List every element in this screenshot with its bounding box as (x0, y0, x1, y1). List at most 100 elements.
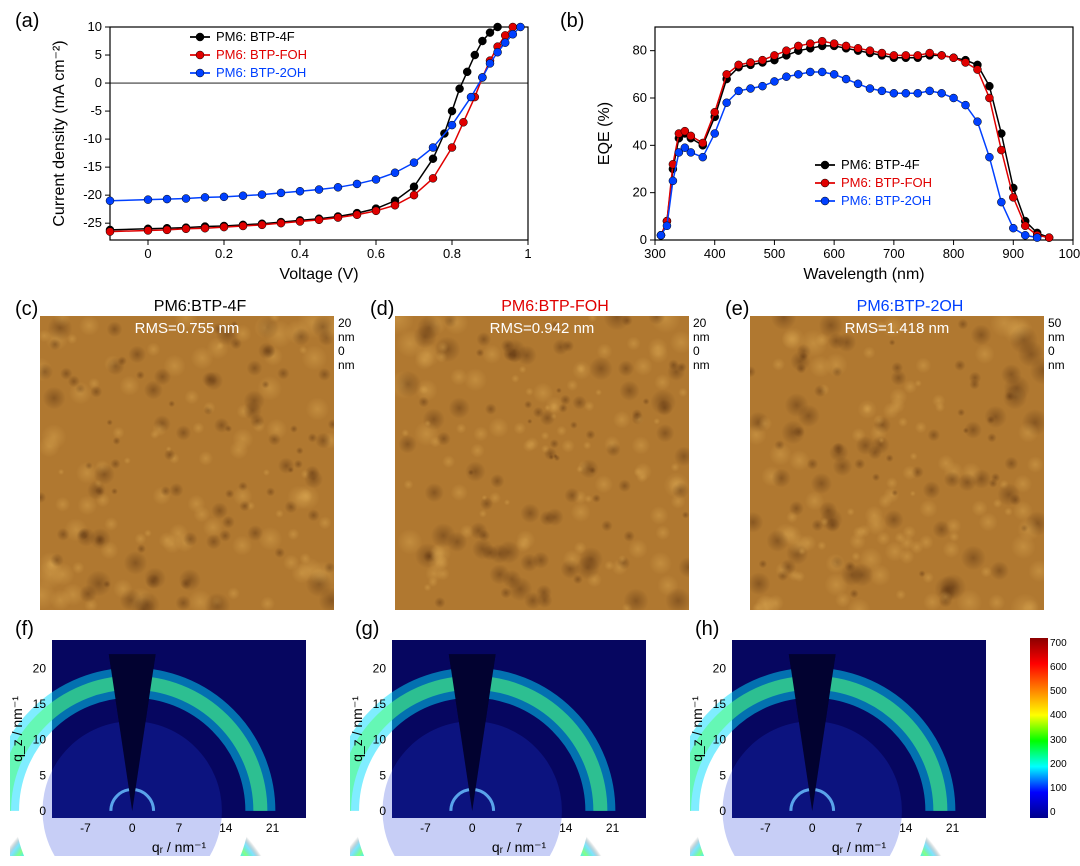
svg-text:20: 20 (373, 661, 387, 675)
afm-rms-1: RMS=0.942 nm (395, 320, 689, 337)
giwaxs-label-1: (g) (355, 618, 379, 641)
svg-text:0: 0 (809, 821, 816, 835)
svg-text:700: 700 (883, 246, 905, 261)
giwaxs-image-1: -707142105101520qᵣ / nm⁻¹q_z / nm⁻¹ (350, 636, 650, 856)
svg-text:7: 7 (176, 821, 183, 835)
svg-text:-7: -7 (420, 821, 431, 835)
svg-text:0: 0 (719, 804, 726, 818)
afm-panel-1: (d) PM6:BTP-FOH RMS=0.942 nm 20 nm 0 nm (365, 298, 715, 610)
svg-text:7: 7 (516, 821, 523, 835)
svg-text:-10: -10 (83, 131, 102, 146)
panel-b-chart: 3004005006007008009001000020406080Wavele… (555, 10, 1080, 290)
afm-scale-bottom-1: 0 nm (693, 344, 715, 372)
svg-text:5: 5 (719, 768, 726, 782)
panel-a: (a) 00.20.40.60.81-25-20-15-10-50510Volt… (10, 10, 550, 290)
afm-scale-bottom-2: 0 nm (1048, 344, 1070, 372)
afm-colorbar-2: 50 nm 0 nm (1048, 316, 1070, 372)
svg-text:40: 40 (633, 137, 647, 152)
svg-text:80: 80 (633, 43, 647, 58)
afm-row: (c) PM6:BTP-4F RMS=0.755 nm 20 nm 0 nm (… (10, 298, 1070, 610)
svg-text:0: 0 (640, 232, 647, 247)
afm-scale-top-2: 50 nm (1048, 316, 1070, 344)
svg-text:5: 5 (379, 768, 386, 782)
svg-text:20: 20 (33, 661, 47, 675)
svg-text:-7: -7 (760, 821, 771, 835)
giwaxs-image-2: -707142105101520qᵣ / nm⁻¹q_z / nm⁻¹ (690, 636, 990, 856)
svg-text:0: 0 (129, 821, 136, 835)
afm-image-2: RMS=1.418 nm (750, 316, 1044, 610)
svg-text:qᵣ / nm⁻¹: qᵣ / nm⁻¹ (152, 839, 207, 855)
giwaxs-panel-1: (g) -707142105101520qᵣ / nm⁻¹q_z / nm⁻¹ (350, 618, 685, 856)
svg-text:0.2: 0.2 (215, 246, 233, 261)
afm-title-0: PM6:BTP-4F (40, 298, 360, 316)
svg-text:400: 400 (704, 246, 726, 261)
svg-text:14: 14 (219, 821, 233, 835)
svg-text:-20: -20 (83, 187, 102, 202)
afm-scale-top-1: 20 nm (693, 316, 715, 344)
svg-text:-25: -25 (83, 215, 102, 230)
svg-text:q_z / nm⁻¹: q_z / nm⁻¹ (690, 696, 705, 762)
svg-text:PM6: BTP-2OH: PM6: BTP-2OH (216, 65, 306, 80)
afm-colorbar-1: 20 nm 0 nm (693, 316, 715, 372)
afm-colorbar-0: 20 nm 0 nm (338, 316, 360, 372)
svg-text:10: 10 (88, 19, 102, 34)
svg-text:300: 300 (644, 246, 666, 261)
svg-text:qᵣ / nm⁻¹: qᵣ / nm⁻¹ (492, 839, 547, 855)
svg-text:0.8: 0.8 (443, 246, 461, 261)
afm-title-2: PM6:BTP-2OH (750, 298, 1070, 316)
afm-image-1: RMS=0.942 nm (395, 316, 689, 610)
svg-text:5: 5 (39, 768, 46, 782)
svg-text:0: 0 (469, 821, 476, 835)
svg-text:15: 15 (713, 697, 727, 711)
svg-text:q_z / nm⁻¹: q_z / nm⁻¹ (10, 696, 25, 762)
panel-b: (b) 3004005006007008009001000020406080Wa… (555, 10, 1080, 290)
svg-text:Current density (mA cm⁻²): Current density (mA cm⁻²) (51, 40, 68, 226)
svg-text:21: 21 (946, 821, 960, 835)
panel-a-label: (a) (15, 10, 39, 33)
giwaxs-label-2: (h) (695, 618, 719, 641)
svg-text:20: 20 (633, 185, 647, 200)
giwaxs-panel-2: (h) -707142105101520qᵣ / nm⁻¹q_z / nm⁻¹ (690, 618, 1025, 856)
svg-text:14: 14 (559, 821, 573, 835)
giwaxs-row: (f) -707142105101520qᵣ / nm⁻¹q_z / nm⁻¹ … (10, 618, 1070, 856)
svg-text:60: 60 (633, 90, 647, 105)
svg-text:PM6: BTP-4F: PM6: BTP-4F (841, 157, 920, 172)
svg-text:Voltage (V): Voltage (V) (279, 266, 358, 283)
svg-text:0.6: 0.6 (367, 246, 385, 261)
svg-text:0: 0 (144, 246, 151, 261)
svg-text:600: 600 (823, 246, 845, 261)
giwaxs-panel-0: (f) -707142105101520qᵣ / nm⁻¹q_z / nm⁻¹ (10, 618, 345, 856)
panel-b-label: (b) (560, 10, 584, 33)
svg-text:1000: 1000 (1059, 246, 1080, 261)
afm-scale-bottom-0: 0 nm (338, 344, 360, 372)
svg-text:PM6: BTP-FOH: PM6: BTP-FOH (216, 47, 307, 62)
svg-text:7: 7 (856, 821, 863, 835)
top-charts-row: (a) 00.20.40.60.81-25-20-15-10-50510Volt… (10, 10, 1070, 290)
afm-rms-0: RMS=0.755 nm (40, 320, 334, 337)
svg-text:Wavelength (nm): Wavelength (nm) (803, 266, 924, 283)
svg-text:PM6: BTP-FOH: PM6: BTP-FOH (841, 175, 932, 190)
svg-text:-15: -15 (83, 159, 102, 174)
svg-text:1: 1 (524, 246, 531, 261)
svg-text:21: 21 (266, 821, 280, 835)
giwaxs-label-0: (f) (15, 618, 34, 641)
svg-text:10: 10 (373, 733, 387, 747)
svg-text:5: 5 (95, 47, 102, 62)
svg-text:500: 500 (764, 246, 786, 261)
afm-scale-top-0: 20 nm (338, 316, 360, 344)
svg-text:21: 21 (606, 821, 620, 835)
afm-panel-0: (c) PM6:BTP-4F RMS=0.755 nm 20 nm 0 nm (10, 298, 360, 610)
svg-text:10: 10 (33, 733, 47, 747)
svg-text:q_z / nm⁻¹: q_z / nm⁻¹ (350, 696, 365, 762)
giwaxs-colorbar: 7006005004003002001000 (1030, 618, 1070, 856)
svg-text:PM6: BTP-4F: PM6: BTP-4F (216, 29, 295, 44)
afm-rms-2: RMS=1.418 nm (750, 320, 1044, 337)
afm-panel-2: (e) PM6:BTP-2OH RMS=1.418 nm 50 nm 0 nm (720, 298, 1070, 610)
giwaxs-image-0: -707142105101520qᵣ / nm⁻¹q_z / nm⁻¹ (10, 636, 310, 856)
svg-text:15: 15 (33, 697, 47, 711)
svg-text:20: 20 (713, 661, 727, 675)
afm-image-0: RMS=0.755 nm (40, 316, 334, 610)
svg-text:PM6: BTP-2OH: PM6: BTP-2OH (841, 193, 931, 208)
svg-text:-7: -7 (80, 821, 91, 835)
svg-text:900: 900 (1002, 246, 1024, 261)
